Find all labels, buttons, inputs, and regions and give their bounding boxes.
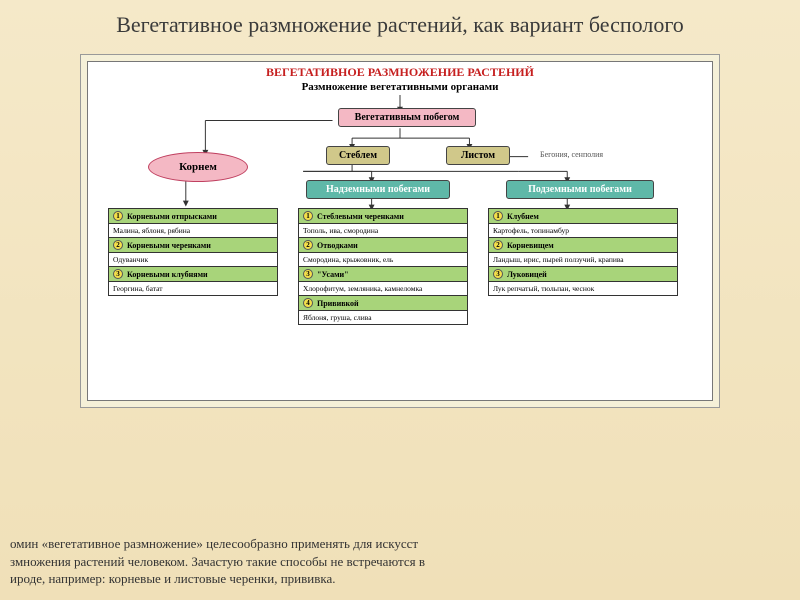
- table-row: Хлорофитум, земляника, камнеломка: [299, 282, 467, 296]
- row-head-label: Отводками: [317, 241, 358, 250]
- table-row: Одуванчик: [109, 253, 277, 267]
- ellipse-root: Корнем: [148, 152, 248, 182]
- table-row: 4 Прививкой: [299, 296, 467, 311]
- box-aboveground: Надземными побегами: [306, 180, 450, 199]
- num-icon: 2: [493, 240, 503, 250]
- ellipse-root-label: Корнем: [179, 161, 217, 173]
- num-icon: 1: [493, 211, 503, 221]
- diagram: ВЕГЕТАТИВНОЕ РАЗМНОЖЕНИЕ РАСТЕНИЙ Размно…: [87, 61, 713, 401]
- row-head-label: Корневыми черенками: [127, 241, 211, 250]
- num-icon: 4: [303, 298, 313, 308]
- bottom-line: ироде, например: корневые и листовые чер…: [10, 570, 790, 588]
- bottom-line: змножения растений человеком. Зачастую т…: [10, 553, 790, 571]
- row-head-label: Стеблевыми черенками: [317, 212, 404, 221]
- diagram-header-red: ВЕГЕТАТИВНОЕ РАЗМНОЖЕНИЕ РАСТЕНИЙ: [88, 62, 712, 81]
- table-row: 3 Луковицей: [489, 267, 677, 282]
- num-icon: 1: [303, 211, 313, 221]
- row-head-label: Корневищем: [507, 241, 554, 250]
- table-row: Лук репчатый, тюльпан, чеснок: [489, 282, 677, 295]
- num-icon: 3: [303, 269, 313, 279]
- table-row: Картофель, топинамбур: [489, 224, 677, 238]
- table-row: Яблоня, груша, слива: [299, 311, 467, 324]
- row-head-label: Луковицей: [507, 270, 547, 279]
- table-row: Малина, яблоня, рябина: [109, 224, 277, 238]
- table-row: Ландыш, ирис, пырей ползучий, крапива: [489, 253, 677, 267]
- table-row: Тополь, ива, смородина: [299, 224, 467, 238]
- table-row: Георгина, батат: [109, 282, 277, 295]
- num-icon: 2: [113, 240, 123, 250]
- num-icon: 3: [113, 269, 123, 279]
- bottom-line: омин «вегетативное размножение» целесооб…: [10, 535, 790, 553]
- table-row: 3 Корневыми клубнями: [109, 267, 277, 282]
- table-row: 2 Отводками: [299, 238, 467, 253]
- diagram-header-black: Размножение вегетативными органами: [88, 81, 712, 95]
- num-icon: 2: [303, 240, 313, 250]
- row-head-label: Прививкой: [317, 299, 359, 308]
- col3-table: 1 Клубнем Картофель, топинамбур 2 Корневищ…: [488, 208, 678, 296]
- page-title: Вегетативное размножение растений, как в…: [0, 0, 800, 54]
- col1-table: 1 Корневыми отпрысками Малина, яблоня, ря…: [108, 208, 278, 296]
- box-stem: Стеблем: [326, 146, 390, 165]
- table-row: 1 Корневыми отпрысками: [109, 209, 277, 224]
- table-row: 1 Клубнем: [489, 209, 677, 224]
- num-icon: 3: [493, 269, 503, 279]
- table-row: Смородина, крыжовник, ель: [299, 253, 467, 267]
- row-head-label: Корневыми отпрысками: [127, 212, 217, 221]
- bottom-paragraph: омин «вегетативное размножение» целесооб…: [0, 535, 800, 588]
- table-row: 2 Корневищем: [489, 238, 677, 253]
- row-head-label: Корневыми клубнями: [127, 270, 208, 279]
- row-head-label: Клубнем: [507, 212, 539, 221]
- row-head-label: "Усами": [317, 270, 349, 279]
- box-underground: Подземными побегами: [506, 180, 654, 199]
- num-icon: 1: [113, 211, 123, 221]
- col2-table: 1 Стеблевыми черенками Тополь, ива, сморо…: [298, 208, 468, 325]
- diagram-frame: ВЕГЕТАТИВНОЕ РАЗМНОЖЕНИЕ РАСТЕНИЙ Размно…: [80, 54, 720, 408]
- leaf-side-examples: Бегония, сенполия: [540, 150, 603, 159]
- box-vegetative-shoot: Вегетативным побегом: [338, 108, 476, 127]
- table-row: 1 Стеблевыми черенками: [299, 209, 467, 224]
- table-row: 2 Корневыми черенками: [109, 238, 277, 253]
- box-leaf: Листом: [446, 146, 510, 165]
- table-row: 3 "Усами": [299, 267, 467, 282]
